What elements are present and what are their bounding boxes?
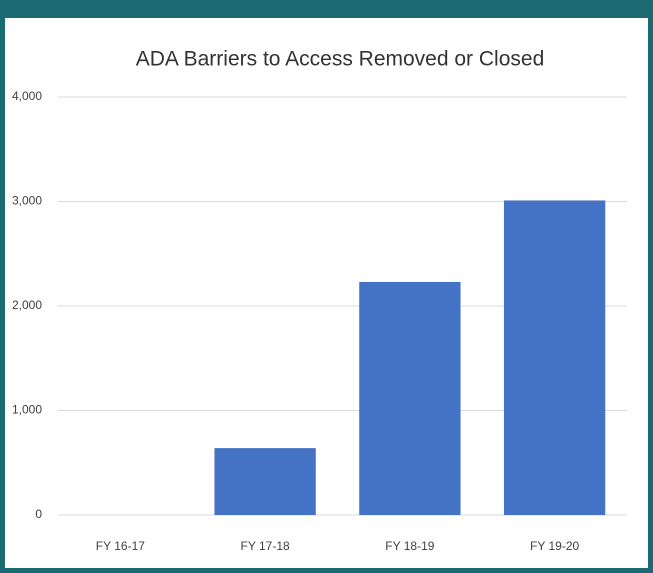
top-band bbox=[0, 0, 653, 18]
y-tick-label: 0 bbox=[35, 507, 42, 521]
x-tick-label: FY 19-20 bbox=[530, 539, 579, 553]
bar bbox=[503, 200, 606, 515]
y-tick-label: 2,000 bbox=[12, 298, 42, 312]
bar bbox=[359, 281, 461, 515]
x-tick-label: FY 17-18 bbox=[241, 539, 290, 553]
x-tick-label: FY 18-19 bbox=[385, 539, 434, 553]
y-tick-label: 3,000 bbox=[12, 194, 42, 208]
y-tick-label: 1,000 bbox=[12, 403, 42, 417]
chart-title: ADA Barriers to Access Removed or Closed bbox=[136, 48, 545, 71]
y-tick-label: 4,000 bbox=[12, 89, 42, 103]
x-tick-label: FY 16-17 bbox=[96, 539, 145, 553]
bar bbox=[214, 448, 316, 515]
